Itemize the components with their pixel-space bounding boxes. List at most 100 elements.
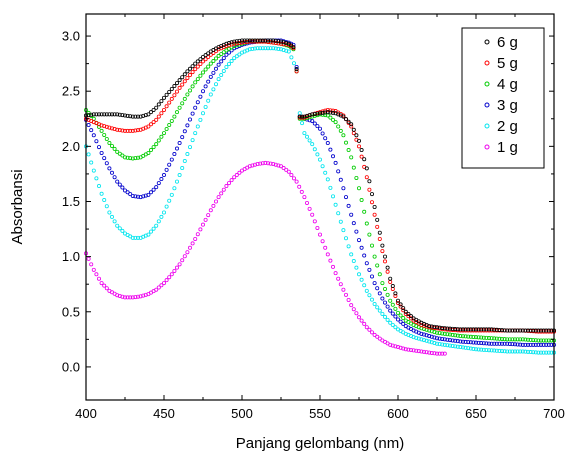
data-point (463, 339, 468, 344)
data-point (479, 327, 484, 332)
data-point (385, 317, 390, 322)
data-point (226, 50, 231, 55)
data-point (541, 342, 546, 347)
data-point (442, 331, 447, 336)
data-point (377, 308, 382, 313)
data-point (455, 327, 460, 332)
data-point (289, 55, 294, 60)
data-point (286, 49, 291, 54)
data-point (515, 342, 520, 347)
data-point (110, 112, 115, 117)
data-point (174, 89, 179, 94)
data-point (484, 335, 489, 340)
data-point (531, 328, 536, 333)
data-point (424, 333, 429, 338)
data-point (133, 156, 138, 161)
data-point (390, 343, 395, 348)
data-point (234, 41, 239, 46)
data-point (174, 179, 179, 184)
data-point (356, 315, 361, 320)
data-point (507, 328, 512, 333)
data-point (359, 148, 364, 153)
data-point (541, 328, 546, 333)
data-point (310, 118, 315, 123)
data-point (385, 304, 390, 309)
data-point (190, 84, 195, 89)
y-tick-label: 1.5 (62, 194, 80, 209)
data-point (367, 232, 372, 237)
data-point (107, 141, 112, 146)
data-point (221, 68, 226, 73)
data-point (473, 340, 478, 345)
data-point (242, 40, 247, 45)
data-point (172, 152, 177, 157)
data-point (252, 38, 257, 43)
data-point (427, 339, 432, 344)
data-point (375, 334, 380, 339)
data-point (468, 346, 473, 351)
data-point (185, 75, 190, 80)
data-point (346, 119, 351, 124)
data-point (536, 338, 541, 343)
data-point (385, 292, 390, 297)
data-point (507, 337, 512, 342)
data-point (513, 328, 518, 333)
data-point (255, 161, 260, 166)
data-point (268, 38, 273, 43)
data-point (315, 152, 320, 157)
data-point (182, 254, 187, 259)
data-point (546, 350, 551, 355)
data-point (258, 38, 263, 43)
data-point (434, 330, 439, 335)
data-point (549, 342, 554, 347)
data-point (278, 39, 283, 44)
data-point (102, 198, 107, 203)
data-point (167, 275, 172, 280)
data-point (182, 96, 187, 101)
data-point (278, 47, 283, 52)
data-point (198, 227, 203, 232)
data-point (367, 293, 372, 298)
data-point (182, 72, 187, 77)
data-point (356, 272, 361, 277)
data-point (104, 124, 109, 129)
data-point (177, 78, 182, 83)
data-point (432, 335, 437, 340)
data-point (265, 46, 270, 51)
data-point (533, 338, 538, 343)
y-tick-label: 2.0 (62, 139, 80, 154)
data-point (349, 252, 354, 257)
data-point (86, 113, 91, 118)
data-point (245, 38, 250, 43)
legend-label: 1 g (497, 139, 518, 156)
data-point (130, 295, 135, 300)
data-point (304, 113, 309, 118)
data-point (107, 166, 112, 171)
data-point (359, 245, 364, 250)
data-point (468, 334, 473, 339)
data-point (328, 115, 333, 120)
data-point (273, 162, 278, 167)
data-point (531, 350, 536, 355)
data-point (424, 338, 429, 343)
data-point (211, 87, 216, 92)
data-point (432, 324, 437, 329)
data-point (499, 328, 504, 333)
data-point (492, 336, 497, 341)
data-point (276, 163, 281, 168)
data-point (99, 191, 104, 196)
data-point (505, 328, 510, 333)
data-point (489, 341, 494, 346)
data-point (497, 336, 502, 341)
data-point (193, 236, 198, 241)
data-point (286, 169, 291, 174)
series-2-g (84, 46, 557, 355)
data-point (414, 335, 419, 340)
data-point (526, 328, 531, 333)
data-point (502, 349, 507, 354)
data-point (367, 187, 372, 192)
data-point (260, 46, 265, 51)
data-point (174, 110, 179, 115)
data-point (255, 38, 260, 43)
data-point (424, 324, 429, 329)
